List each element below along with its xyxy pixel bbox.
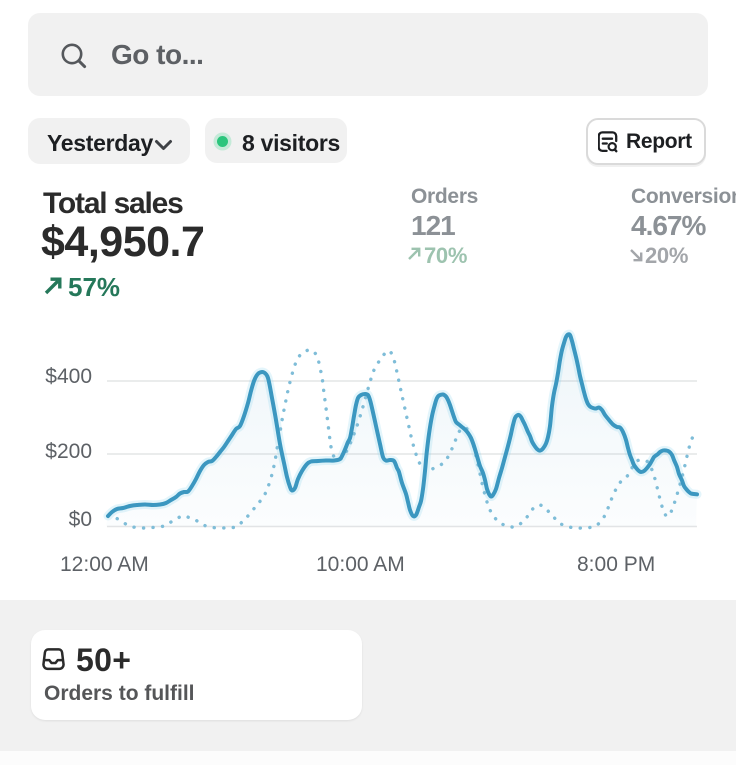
svg-text:$0: $0	[69, 508, 92, 531]
svg-text:12:00 AM: 12:00 AM	[60, 553, 149, 576]
svg-text:$200: $200	[45, 440, 92, 463]
svg-text:10:00 AM: 10:00 AM	[316, 553, 405, 576]
svg-text:8:00 PM: 8:00 PM	[577, 553, 655, 576]
svg-text:$400: $400	[45, 365, 92, 388]
